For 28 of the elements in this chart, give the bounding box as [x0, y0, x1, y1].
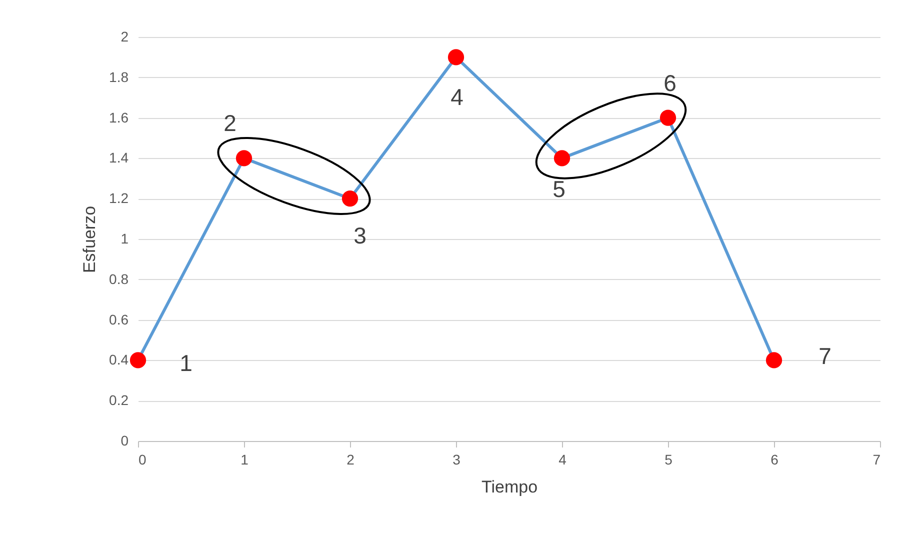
y-tick-label: 1.8 — [109, 68, 129, 85]
y-tick-label: 0.6 — [109, 311, 129, 328]
annotation: 2 — [224, 110, 236, 136]
y-tick-label: 1.2 — [109, 190, 129, 206]
y-tick-label: 0.2 — [109, 392, 129, 408]
x-tick-label: 2 — [346, 452, 355, 468]
y-tick-label: 0.4 — [109, 352, 129, 368]
x-tick-label: 6 — [770, 452, 779, 468]
y-tick-label: 1 — [120, 230, 129, 246]
x-tick-label: 4 — [558, 452, 567, 468]
annotation: 6 — [664, 70, 676, 96]
y-tick-label: 1.6 — [109, 109, 129, 126]
x-tick-label: 7 — [872, 452, 881, 468]
x-tick-label: 1 — [240, 452, 249, 468]
y-axis-title: Esfuerzo — [80, 206, 100, 274]
y-tick-label: 1.4 — [109, 150, 129, 166]
x-tick-label: 3 — [452, 452, 461, 468]
x-tick-label: 0 — [138, 452, 146, 468]
annotation: 4 — [450, 84, 464, 110]
y-tick-label: 2 — [120, 28, 129, 44]
annotation: 3 — [354, 222, 366, 249]
annotation: 7 — [818, 343, 832, 370]
y-tick-label: 0 — [120, 432, 129, 448]
annotation: 5 — [552, 176, 566, 202]
y-tick-label: 0.8 — [109, 270, 129, 287]
x-axis-title: Tiempo — [481, 478, 538, 496]
annotation: 1 — [180, 350, 192, 376]
x-tick-label: 5 — [664, 452, 673, 468]
